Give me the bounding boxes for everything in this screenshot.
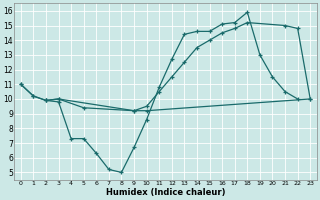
X-axis label: Humidex (Indice chaleur): Humidex (Indice chaleur) [106,188,225,197]
